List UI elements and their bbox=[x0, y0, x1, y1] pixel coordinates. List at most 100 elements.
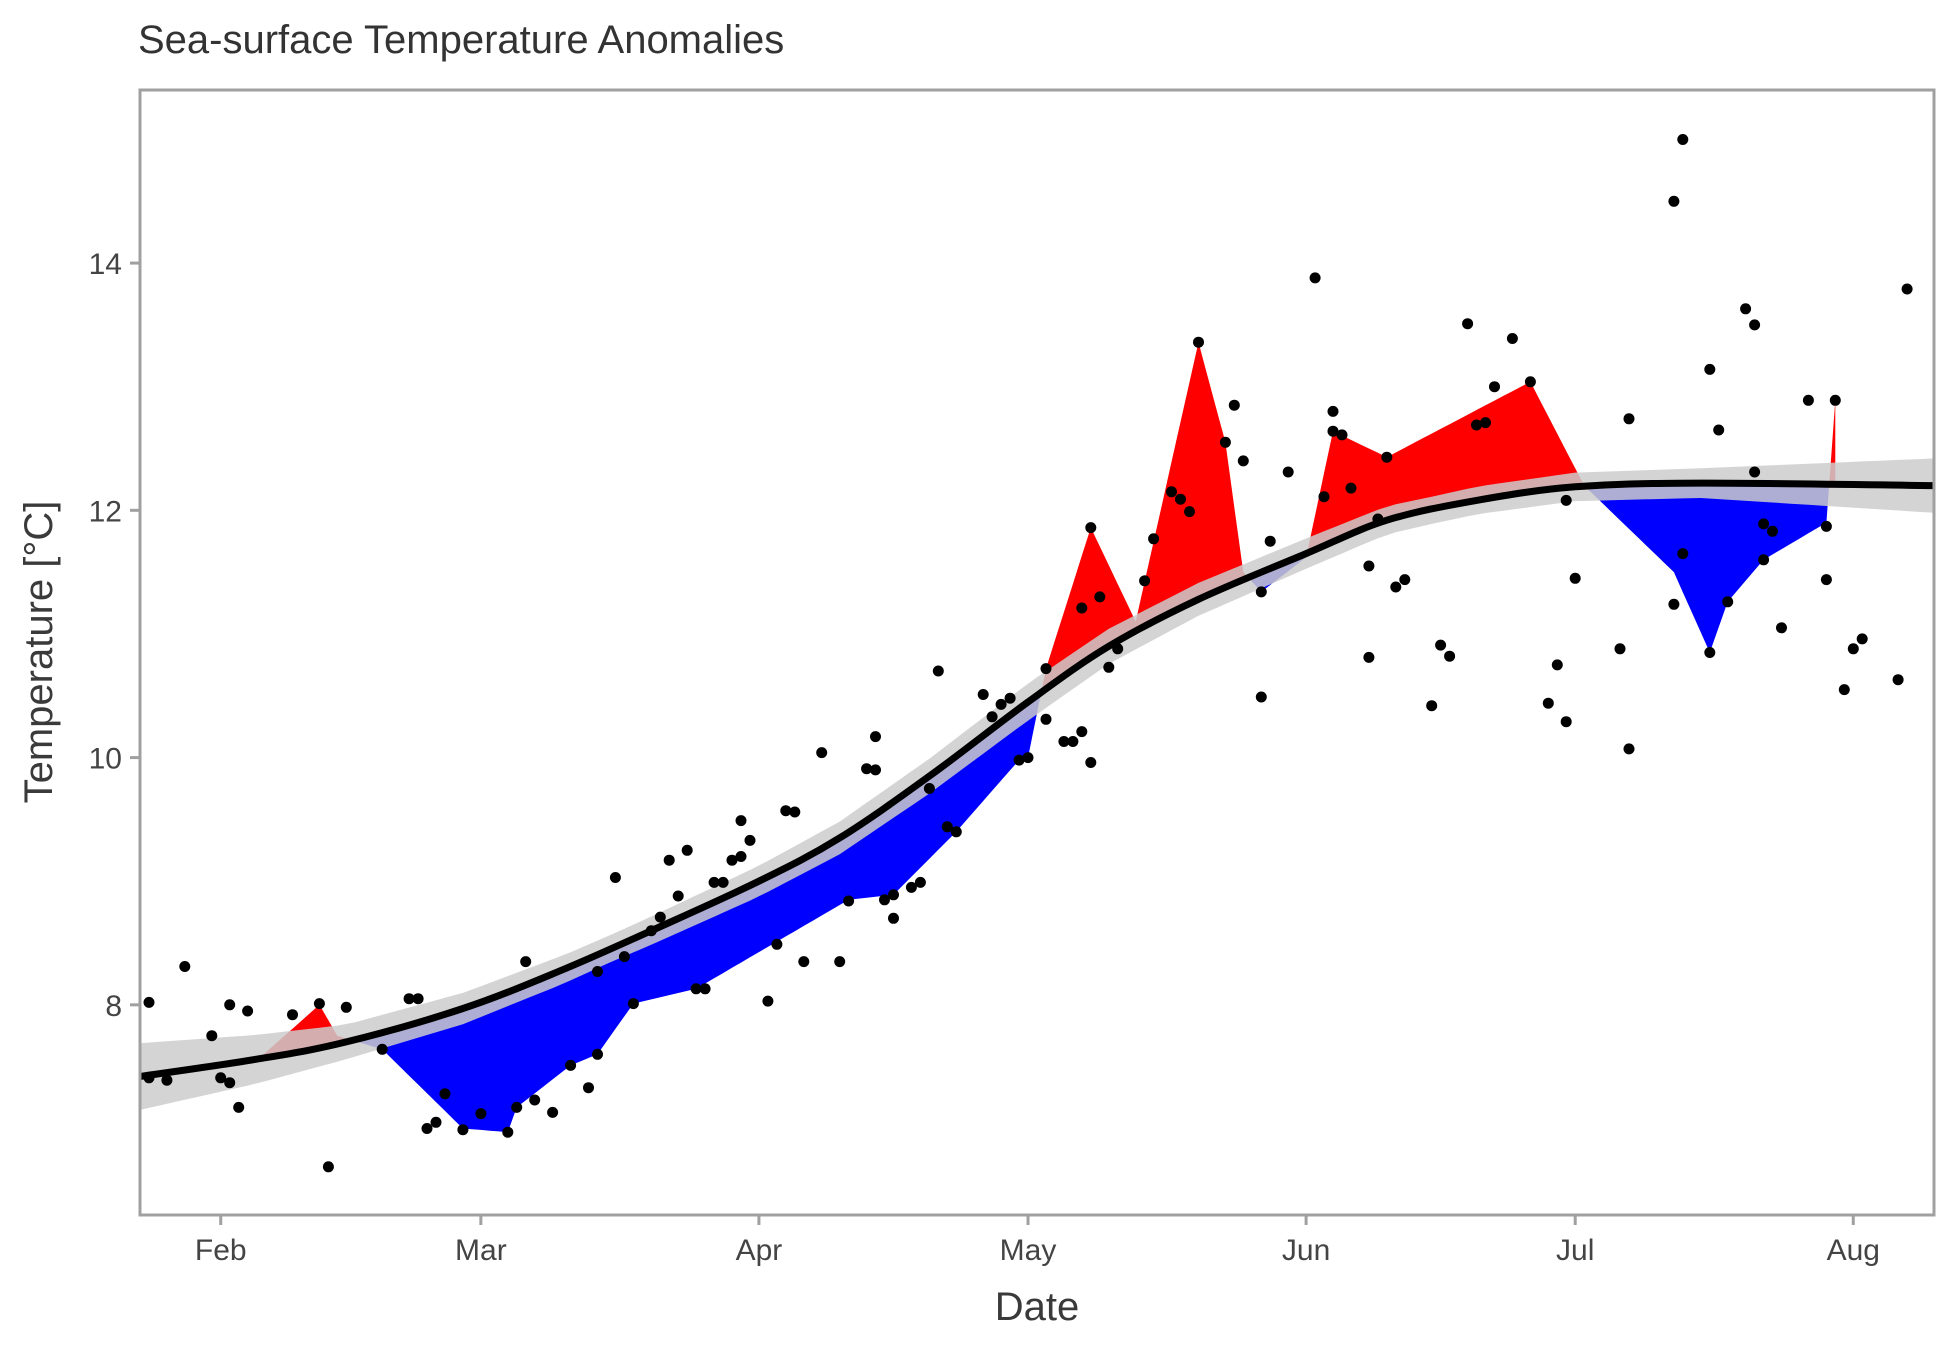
data-point bbox=[888, 889, 899, 901]
data-point bbox=[457, 1124, 469, 1136]
data-point bbox=[780, 805, 792, 817]
data-point bbox=[592, 1048, 603, 1060]
data-point bbox=[376, 1043, 388, 1055]
data-point bbox=[1435, 639, 1447, 651]
data-point bbox=[735, 851, 747, 862]
data-point bbox=[1623, 413, 1635, 425]
data-point bbox=[242, 1005, 254, 1017]
trend-line bbox=[140, 479, 1934, 1080]
data-point bbox=[1085, 522, 1097, 534]
data-point bbox=[1668, 195, 1680, 207]
data-point bbox=[143, 996, 155, 1008]
data-point bbox=[313, 998, 325, 1010]
data-point bbox=[511, 1101, 523, 1113]
data-point bbox=[502, 1126, 514, 1138]
data-point bbox=[1856, 633, 1868, 645]
data-points bbox=[143, 134, 1913, 1173]
data-point bbox=[1506, 333, 1518, 344]
data-point bbox=[1444, 650, 1456, 662]
data-point bbox=[1219, 436, 1231, 448]
y-tick-label: 14 bbox=[89, 248, 122, 281]
data-point bbox=[1193, 336, 1204, 348]
data-point bbox=[1381, 451, 1393, 463]
data-point bbox=[1103, 661, 1115, 673]
x-tick-label: Feb bbox=[195, 1234, 247, 1267]
data-point bbox=[1139, 575, 1151, 587]
data-point bbox=[1740, 303, 1752, 315]
chart-title: Sea-surface Temperature Anomalies bbox=[138, 18, 784, 62]
data-point bbox=[1471, 419, 1482, 431]
data-point bbox=[914, 876, 926, 888]
data-point bbox=[1668, 598, 1680, 610]
x-axis: Feb Mar Apr May Jun Jul Aug bbox=[195, 1215, 1880, 1267]
data-point bbox=[1623, 743, 1635, 755]
data-point bbox=[1614, 643, 1626, 655]
data-point bbox=[798, 956, 810, 968]
data-point bbox=[1767, 525, 1778, 537]
data-point bbox=[735, 815, 747, 827]
data-point bbox=[1067, 736, 1079, 747]
data-point bbox=[834, 956, 846, 968]
data-point bbox=[627, 998, 639, 1010]
data-point bbox=[1363, 560, 1375, 572]
x-tick-label: Jul bbox=[1556, 1234, 1594, 1267]
data-point bbox=[905, 881, 917, 893]
data-point bbox=[1820, 574, 1832, 586]
data-point bbox=[1309, 272, 1321, 284]
data-point bbox=[681, 844, 693, 856]
data-point bbox=[1184, 506, 1195, 518]
data-point bbox=[439, 1088, 451, 1100]
data-point bbox=[1327, 405, 1339, 417]
data-point bbox=[1560, 494, 1572, 506]
data-point bbox=[870, 764, 881, 776]
data-point bbox=[645, 925, 657, 937]
data-point bbox=[1480, 417, 1491, 429]
data-point bbox=[1336, 429, 1348, 441]
data-point bbox=[1013, 754, 1025, 766]
data-point bbox=[1776, 622, 1787, 634]
data-point bbox=[224, 1077, 236, 1089]
data-point bbox=[1749, 466, 1761, 478]
data-point bbox=[1094, 591, 1106, 603]
data-point bbox=[1704, 647, 1716, 658]
y-axis: 8 10 12 14 bbox=[89, 248, 140, 1023]
data-point bbox=[1677, 134, 1689, 145]
y-tick-label: 12 bbox=[89, 495, 122, 528]
data-point bbox=[1076, 726, 1088, 738]
data-point bbox=[1112, 643, 1124, 655]
data-point bbox=[995, 698, 1007, 710]
data-point bbox=[690, 983, 702, 995]
data-point bbox=[403, 993, 415, 1005]
data-point bbox=[547, 1106, 559, 1118]
data-point bbox=[1255, 691, 1267, 703]
data-point bbox=[1892, 674, 1904, 686]
data-point bbox=[1704, 363, 1716, 375]
data-point bbox=[950, 826, 962, 838]
data-point bbox=[861, 763, 873, 775]
data-point bbox=[1560, 716, 1572, 728]
data-point bbox=[1462, 318, 1474, 330]
data-point bbox=[1076, 602, 1088, 614]
data-point bbox=[1228, 399, 1240, 411]
data-point bbox=[233, 1101, 245, 1113]
data-point bbox=[143, 1072, 155, 1084]
data-point bbox=[1802, 394, 1814, 406]
data-point bbox=[1542, 697, 1554, 709]
data-point bbox=[215, 1072, 227, 1084]
y-tick-label: 8 bbox=[105, 990, 122, 1023]
x-tick-label: May bbox=[1000, 1234, 1057, 1267]
data-point bbox=[663, 854, 675, 866]
data-point bbox=[1569, 572, 1581, 584]
data-point bbox=[1426, 700, 1438, 712]
data-point bbox=[672, 890, 684, 902]
data-point bbox=[1264, 535, 1276, 547]
data-point bbox=[870, 731, 881, 743]
data-point bbox=[1372, 513, 1384, 525]
data-point bbox=[1282, 466, 1294, 478]
data-point bbox=[717, 876, 729, 888]
data-point bbox=[565, 1059, 577, 1071]
data-point bbox=[1345, 482, 1357, 494]
data-point bbox=[1040, 713, 1052, 725]
data-point bbox=[421, 1123, 433, 1134]
